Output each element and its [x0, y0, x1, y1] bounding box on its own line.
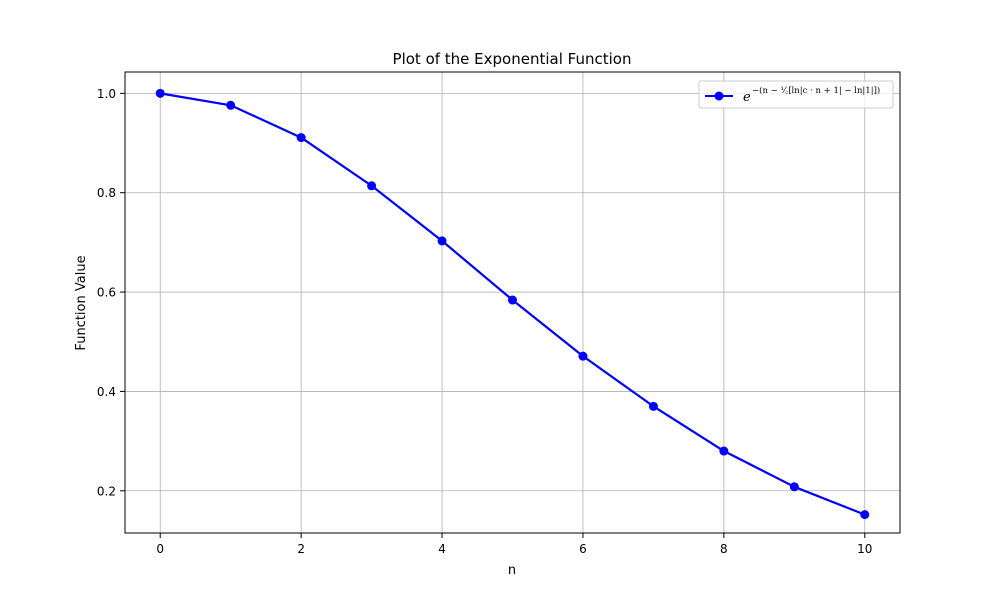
y-tick-label: 1.0 — [97, 87, 116, 101]
x-tick-label: 0 — [156, 542, 164, 556]
legend-entry-base: e — [743, 90, 751, 105]
x-axis-ticks: 0 2 4 6 8 10 — [156, 533, 872, 556]
chart-title: Plot of the Exponential Function — [393, 50, 632, 68]
data-point — [648, 401, 658, 411]
y-axis-ticks: 0.2 0.4 0.6 0.8 1.0 — [97, 87, 125, 498]
legend-entry-exponent: −(n − ¹⁄꜀[ln|c · n + 1| − ln|1|]) — [752, 85, 880, 96]
x-tick-label: 10 — [857, 542, 872, 556]
x-tick-label: 8 — [720, 542, 728, 556]
data-point — [508, 295, 517, 305]
data-point — [578, 351, 588, 361]
x-tick-label: 4 — [438, 542, 446, 556]
legend-marker-sample — [714, 91, 724, 101]
y-axis-label: Function Value — [74, 255, 89, 350]
y-tick-label: 0.2 — [97, 484, 116, 498]
x-axis-label: n — [508, 563, 516, 578]
data-point — [719, 446, 729, 456]
data-point — [226, 100, 236, 110]
y-tick-label: 0.4 — [97, 385, 116, 399]
x-tick-label: 2 — [297, 542, 305, 556]
y-tick-label: 0.6 — [97, 286, 116, 300]
data-point — [296, 133, 306, 143]
legend-box — [698, 80, 894, 109]
legend: e −(n − ¹⁄꜀[ln|c · n + 1| − ln|1|]) — [698, 80, 894, 109]
plot-area-frame — [124, 71, 901, 534]
data-point — [437, 236, 447, 246]
data-point — [789, 482, 799, 492]
data-point — [155, 88, 165, 98]
x-tick-label: 6 — [579, 542, 587, 556]
data-point — [367, 181, 377, 191]
y-tick-label: 0.8 — [97, 186, 116, 200]
grid — [125, 72, 900, 533]
data-point — [860, 510, 870, 520]
series-layer — [155, 88, 870, 520]
